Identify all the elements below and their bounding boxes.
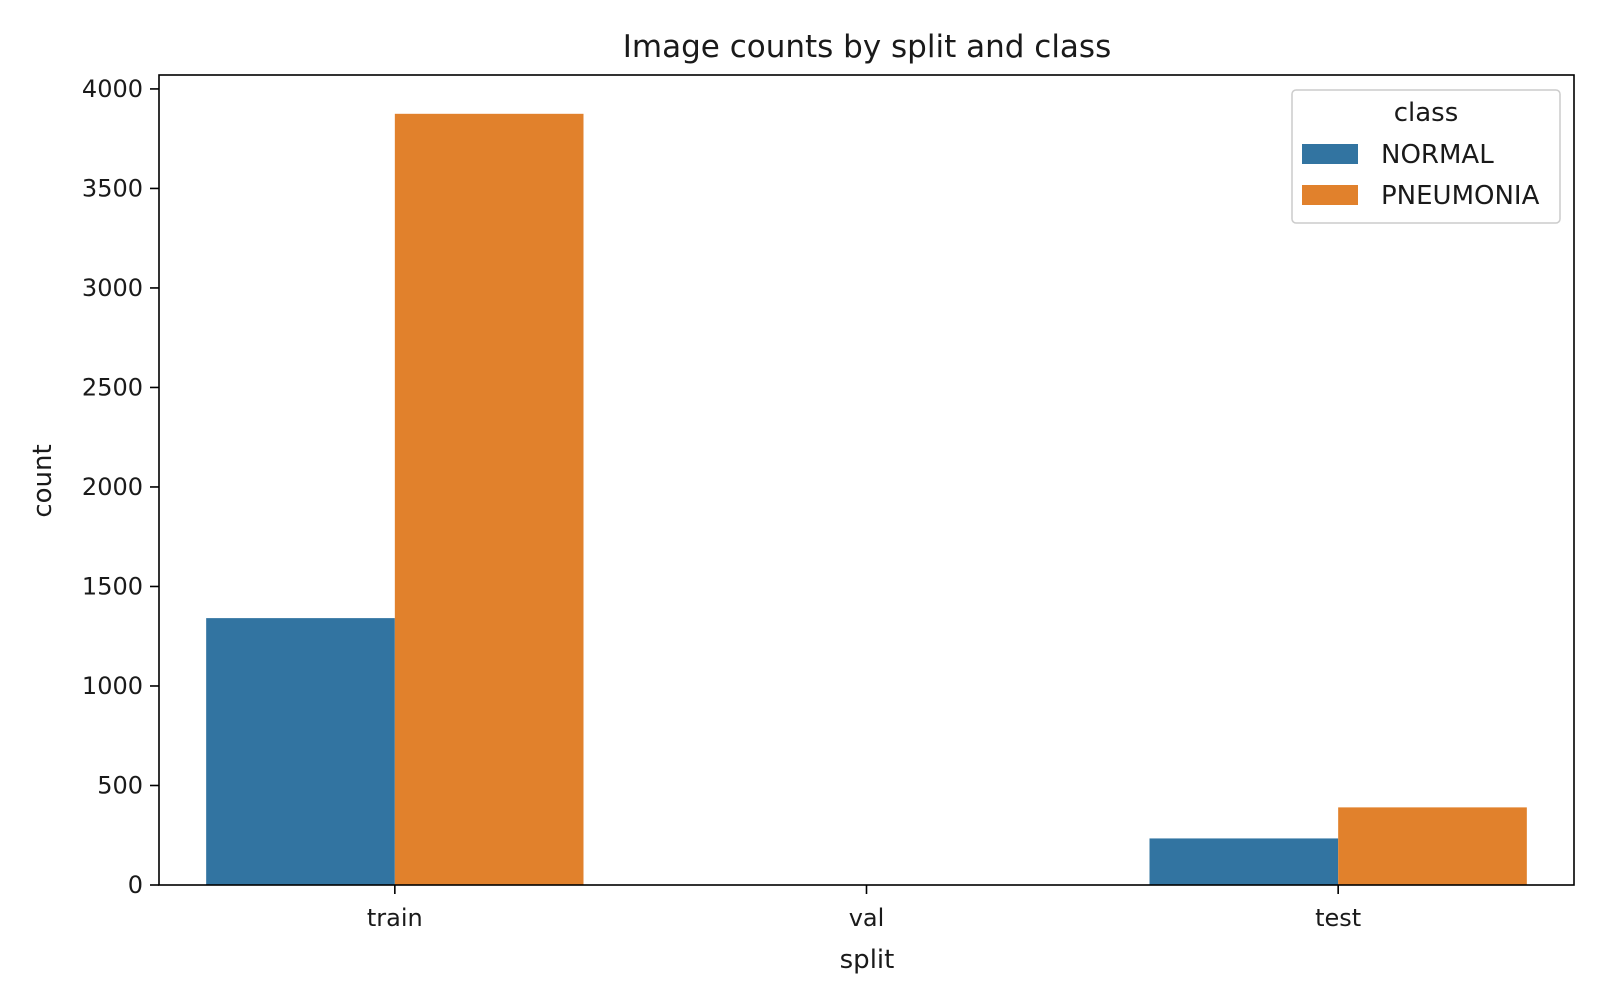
bar-test-pneumonia xyxy=(1338,807,1527,885)
legend: class NORMAL PNEUMONIA xyxy=(1291,89,1561,224)
x-tick-label-train: train xyxy=(367,904,423,932)
x-tick-label-val: val xyxy=(849,904,885,932)
legend-title: class xyxy=(1394,98,1459,128)
y-tick-label: 3500 xyxy=(82,174,143,202)
y-tick-label: 2500 xyxy=(82,373,143,401)
legend-swatch-pneumonia xyxy=(1302,185,1358,205)
bars-layer xyxy=(206,113,1527,886)
bar-train-pneumonia xyxy=(394,113,584,886)
y-tick-label: 4000 xyxy=(82,75,143,103)
x-tick-label-test: test xyxy=(1315,904,1361,932)
y-axis-title: count xyxy=(28,444,58,517)
chart-title: Image counts by split and class xyxy=(623,29,1111,65)
y-tick-label: 2000 xyxy=(82,473,143,501)
y-axis-ticks: 0 500 1000 1500 2000 2500 3000 3500 4000 xyxy=(82,75,159,899)
legend-box xyxy=(1291,89,1561,224)
legend-swatch-normal xyxy=(1302,144,1358,164)
plot-frame xyxy=(158,74,1575,886)
legend-label-normal: NORMAL xyxy=(1381,140,1494,170)
y-tick-label: 0 xyxy=(128,871,143,899)
y-tick-label: 3000 xyxy=(82,274,143,302)
x-axis-title: split xyxy=(840,945,895,975)
y-tick-label: 1000 xyxy=(82,672,143,700)
legend-label-pneumonia: PNEUMONIA xyxy=(1381,181,1540,211)
bar-train-normal xyxy=(206,618,395,885)
bar-test-normal xyxy=(1149,838,1339,885)
x-axis-ticks: train val test xyxy=(367,885,1361,932)
y-tick-label: 500 xyxy=(97,771,143,799)
y-tick-label: 1500 xyxy=(82,572,143,600)
